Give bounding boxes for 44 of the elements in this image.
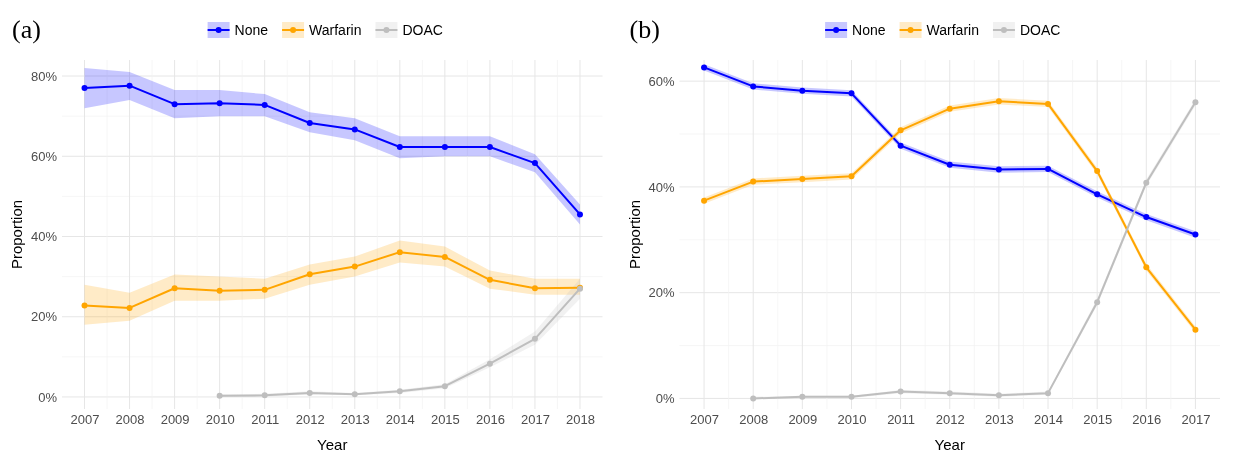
x-tick-label: 2014 [385, 412, 415, 428]
x-tick-label: 2011 [251, 412, 280, 428]
x-axis-title: Year [934, 436, 965, 453]
x-tick-label: 2010 [837, 412, 867, 428]
x-tick-label: 2016 [1132, 412, 1162, 428]
chart-title: (a) [12, 15, 41, 44]
y-tick-label: 80% [30, 68, 58, 84]
y-tick-label: 60% [30, 148, 58, 164]
x-tick-label: 2008 [739, 412, 769, 428]
x-tick-label: 2012 [935, 412, 965, 428]
x-tick-label: 2009 [788, 412, 818, 428]
x-tick-label: 2010 [205, 412, 235, 428]
x-tick-label: 2014 [1034, 412, 1063, 428]
x-tick-label: 2015 [1083, 412, 1113, 428]
y-tick-label: 60% [648, 73, 675, 89]
x-tick-label: 2012 [295, 412, 325, 428]
x-tick-label: 2009 [160, 412, 190, 428]
x-tick-label: 2008 [115, 412, 145, 428]
legend-label: Warfarin [309, 22, 362, 38]
legend-label: DOAC [1019, 22, 1061, 38]
legend-label: None [234, 22, 269, 38]
x-tick-label: 2017 [1181, 412, 1211, 428]
x-tick-label: 2018 [566, 412, 595, 428]
x-tick-label: 2007 [690, 412, 720, 428]
y-tick-label: 40% [30, 229, 58, 245]
y-axis-title: Proportion [625, 199, 643, 270]
y-tick-label: 20% [30, 309, 58, 325]
chart-title: (b) [629, 15, 660, 44]
y-tick-label: 20% [648, 285, 675, 301]
legend-label: Warfarin [926, 22, 979, 38]
y-tick-label: 0% [38, 389, 58, 405]
x-tick-label: 2017 [520, 412, 550, 428]
legend-label: DOAC [402, 22, 443, 38]
x-tick-label: 2011 [887, 412, 916, 428]
x-tick-label: 2015 [430, 412, 460, 428]
y-axis-title: Proportion [8, 199, 25, 270]
x-axis-title: Year [317, 436, 348, 453]
x-tick-label: 2013 [340, 412, 370, 428]
x-tick-label: 2016 [475, 412, 505, 428]
x-tick-label: 2007 [70, 412, 100, 428]
y-tick-label: 0% [655, 391, 675, 407]
x-tick-label: 2013 [984, 412, 1014, 428]
legend-label: None [852, 22, 886, 38]
y-tick-label: 40% [648, 179, 675, 195]
